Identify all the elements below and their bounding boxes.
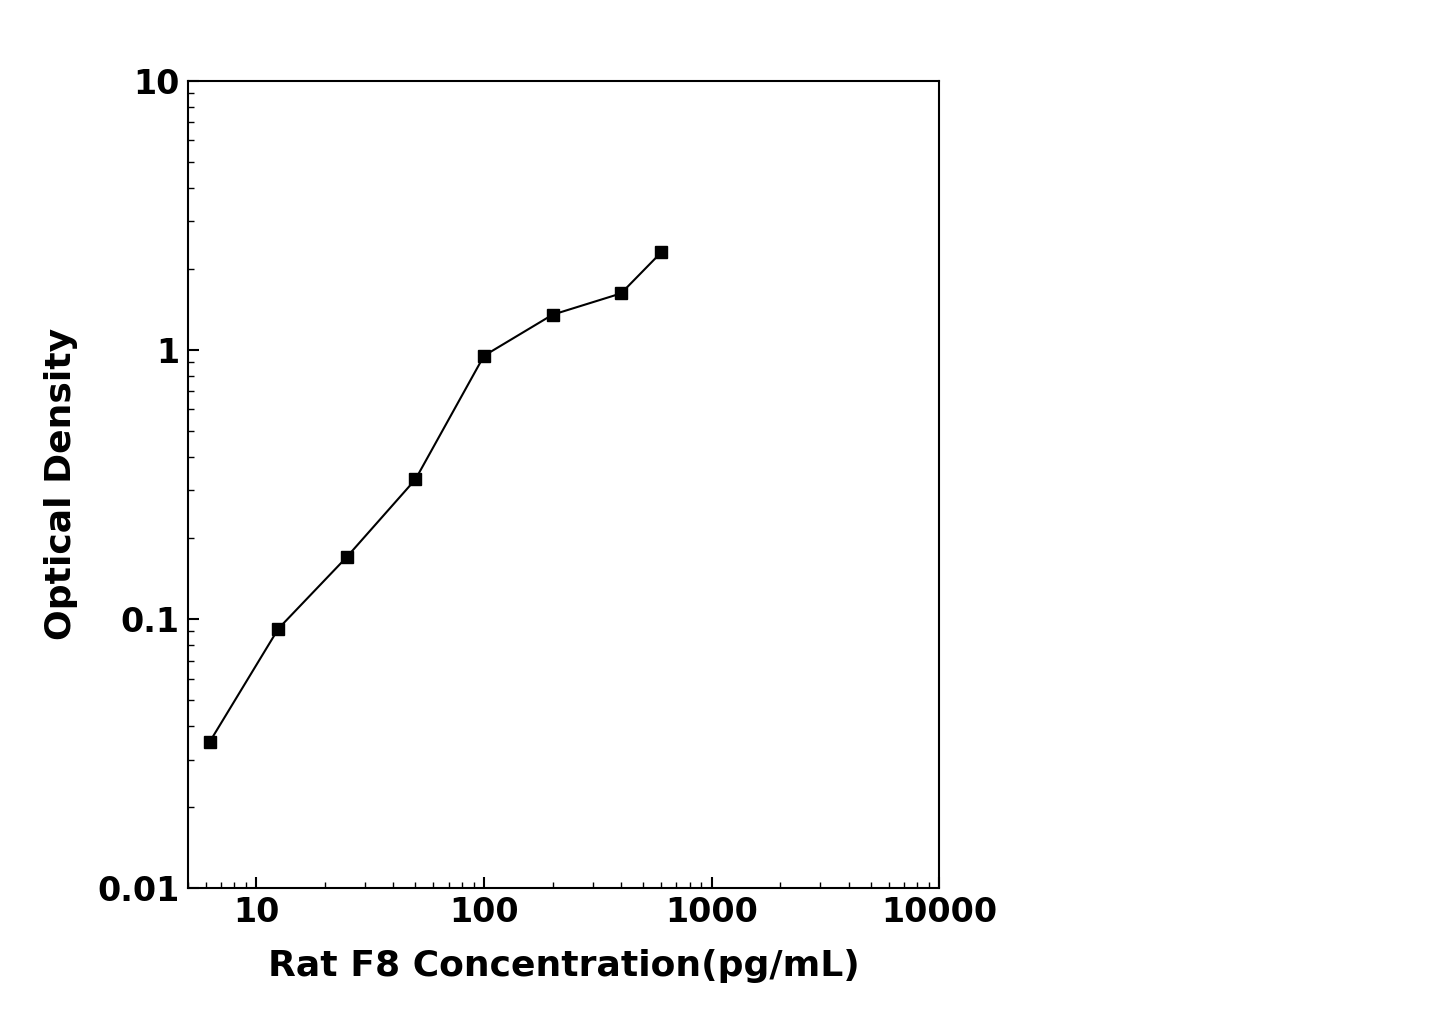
X-axis label: Rat F8 Concentration(pg/mL): Rat F8 Concentration(pg/mL) bbox=[267, 948, 860, 983]
Y-axis label: Optical Density: Optical Density bbox=[43, 328, 78, 641]
